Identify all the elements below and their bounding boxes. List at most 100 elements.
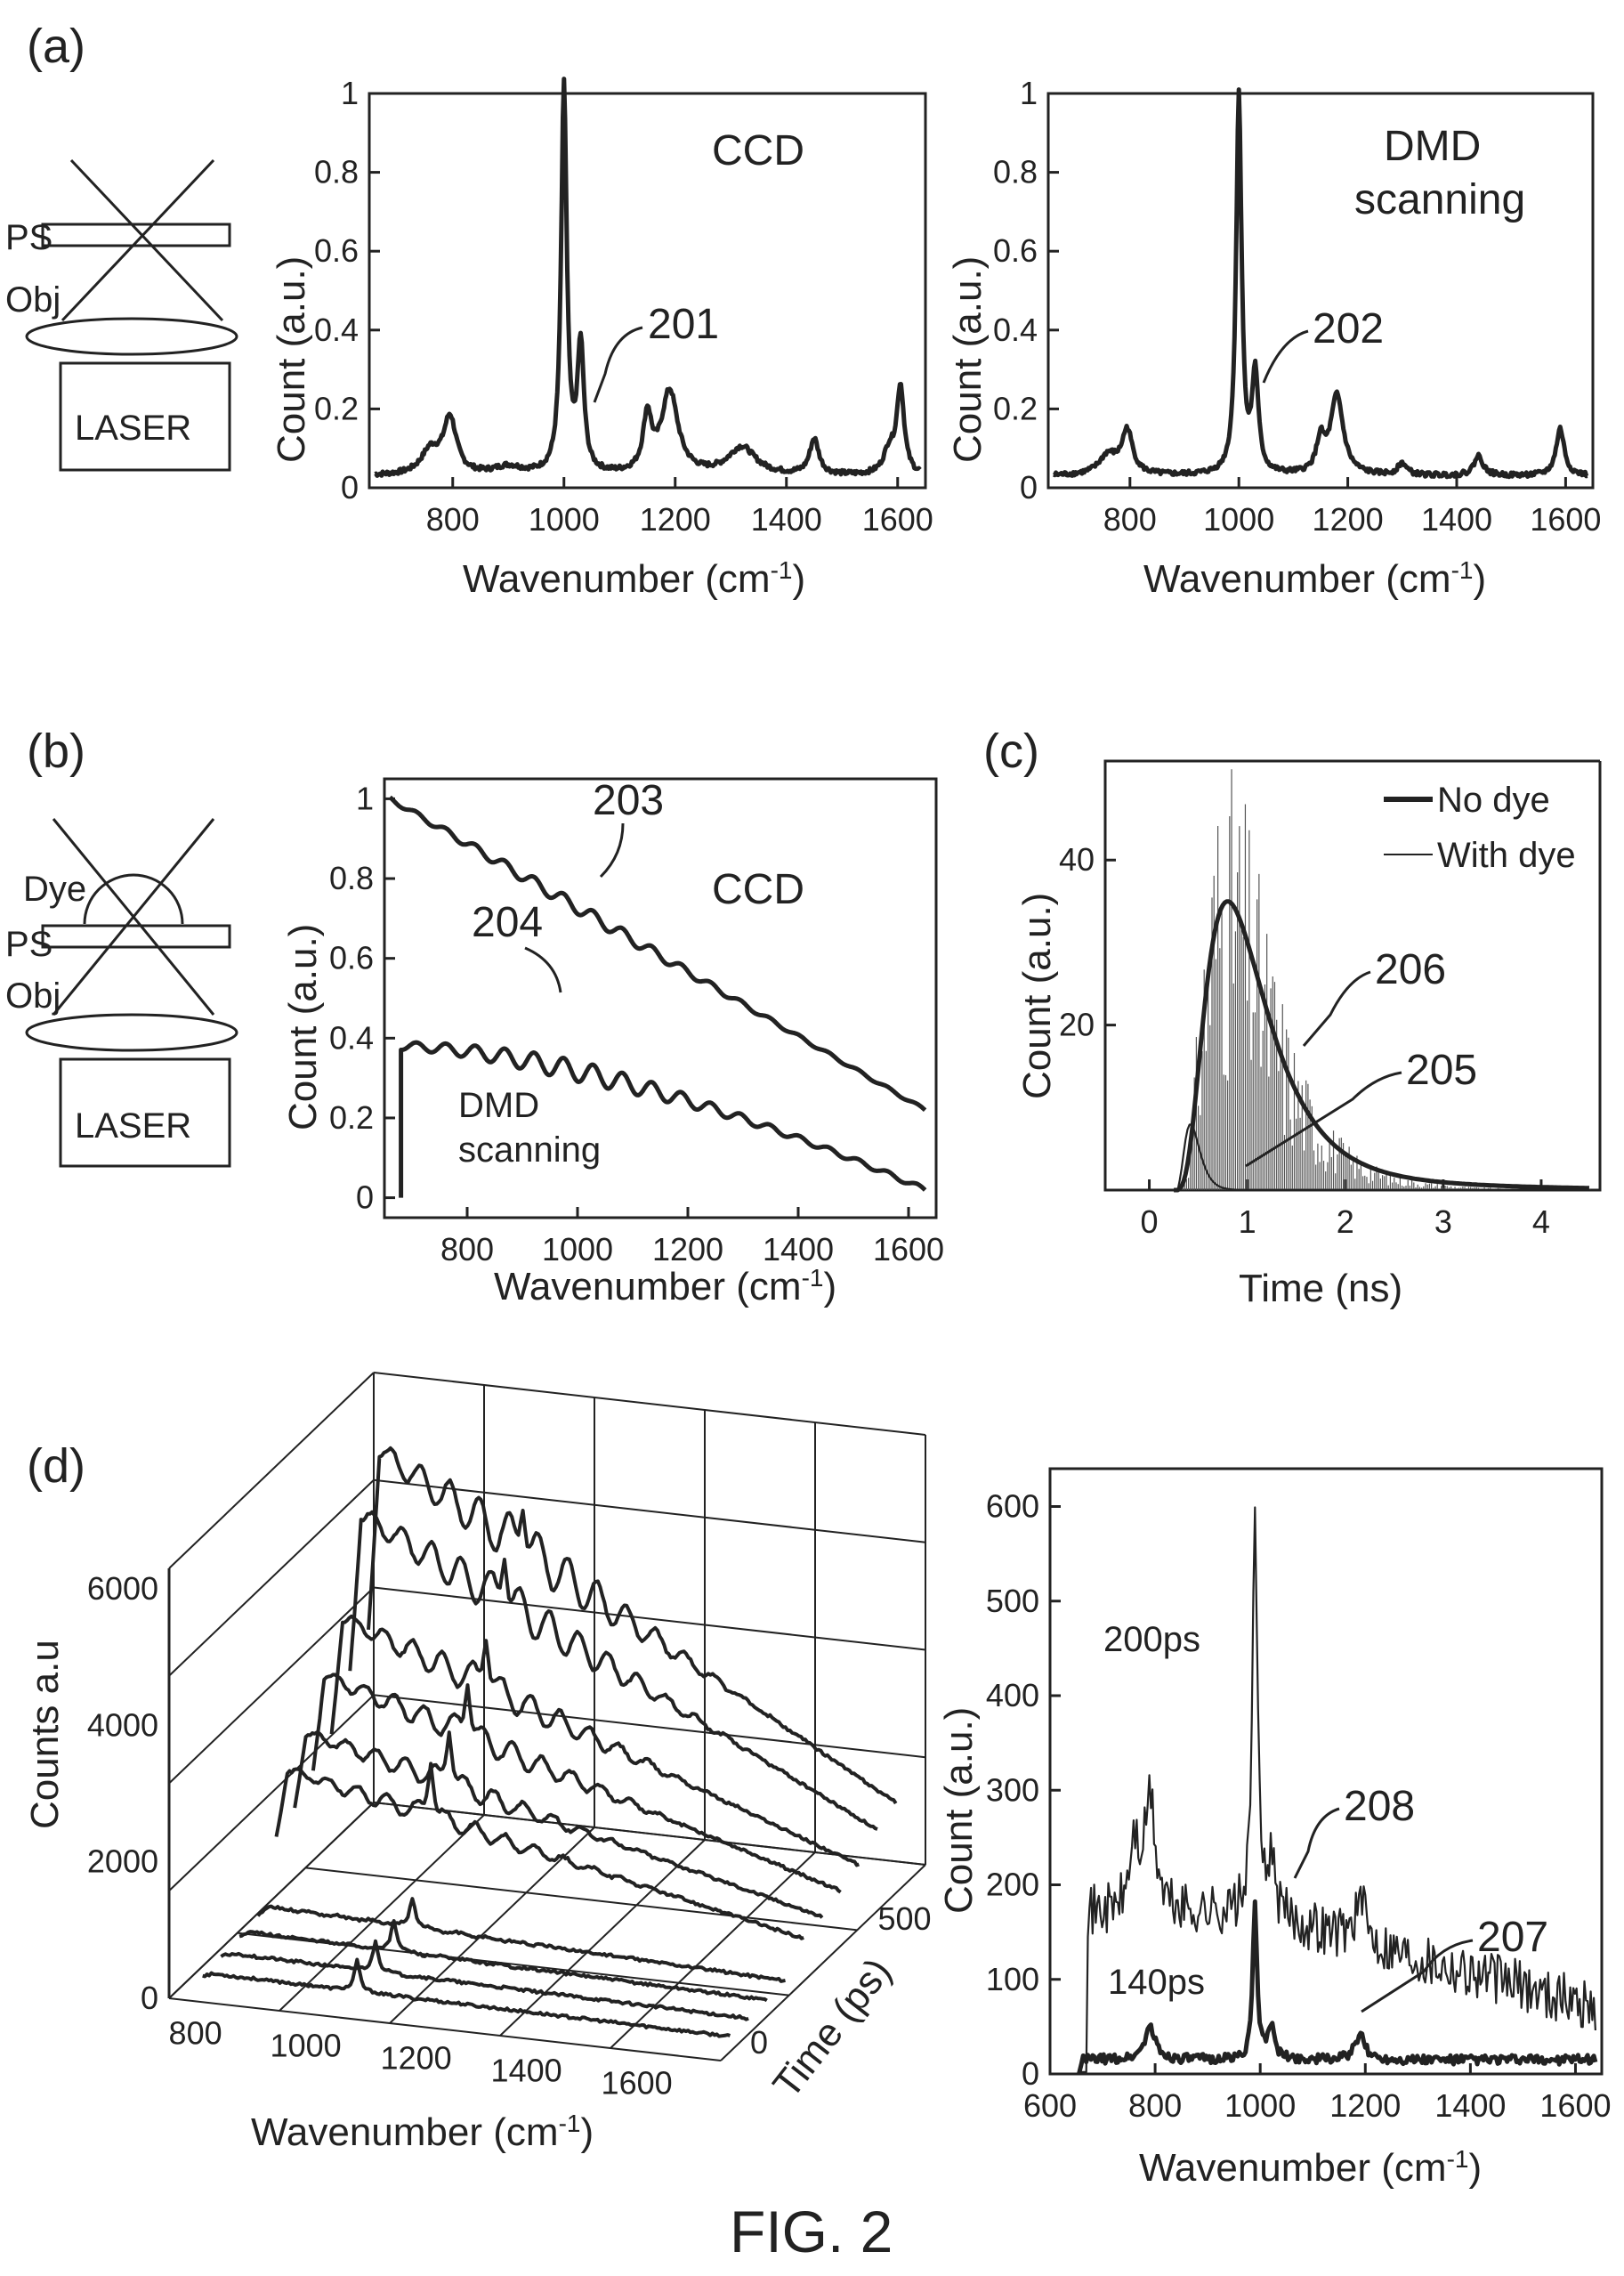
d1-ytick-label: 4000 <box>87 1706 158 1743</box>
a1-xtick-label: 1400 <box>751 501 822 538</box>
b-ytick-label: 0.4 <box>329 1019 374 1056</box>
d2-plot-frame <box>1048 1467 1604 2076</box>
a1-ytick-label: 0.6 <box>314 232 359 269</box>
chart-d2-series-200ps <box>1078 1506 1596 2075</box>
chart-c-series-with-dye <box>1173 899 1590 1193</box>
panel-label-d: (d) <box>27 1439 85 1493</box>
chart-d1: 0 2000 4000 6000 800 1000 1200 1400 1600 0 500 Wav… <box>23 1372 932 2154</box>
schematic-b: Dye PS Obj LASER <box>5 818 238 1168</box>
chart-d1-zlabel: Time (ps) <box>764 1950 900 2106</box>
chart-a1-inset-text: CCD <box>712 127 804 174</box>
b-ytick-label: 0.2 <box>329 1099 374 1136</box>
chart-a2-axes: 800 1000 1200 1400 1600 0 0.2 0.4 0.6 0.8 1 <box>993 75 1601 538</box>
waterfall-spectrum <box>220 1939 749 2021</box>
chart-b-series-ccd <box>388 795 927 1113</box>
chart-c-leader-205 <box>1245 1071 1402 1168</box>
back-wall-gridline <box>373 1586 926 1651</box>
c-xtick-label: 2 <box>1337 1203 1354 1240</box>
schematic-a-label-ps: PS <box>5 218 53 257</box>
d1-xtick-label: 1600 <box>602 2065 673 2102</box>
chart-a2-xlabel: Wavenumber (cm-1) <box>1143 556 1486 602</box>
chart-d1-ylabel: Counts a.u <box>23 1640 67 1829</box>
d2-xtick-label: 800 <box>1128 2087 1182 2124</box>
b-xtick-label: 1400 <box>763 1231 834 1268</box>
schematic-b-label-obj: Obj <box>5 976 61 1016</box>
c-xtick-label: 3 <box>1434 1203 1452 1240</box>
d2-ytick-label: 400 <box>986 1677 1039 1713</box>
chart-d2-leader-207 <box>1361 1939 1474 2013</box>
a1-ytick-label: 0.8 <box>314 154 359 190</box>
a2-ytick-label: 0.8 <box>993 154 1038 190</box>
floor-gridline <box>720 1864 926 2061</box>
chart-a1-leader <box>593 326 643 403</box>
d2-ytick-label: 600 <box>986 1488 1039 1525</box>
d2-xtick-label: 1600 <box>1539 2087 1611 2124</box>
chart-a1: 800 1000 1200 1400 1600 0 0.2 0.4 0.6 0.8 1 CCD 20… <box>270 75 933 601</box>
d2-xtick-label: 1200 <box>1329 2087 1401 2124</box>
chart-c-annotation-205: 205 <box>1406 1047 1477 1094</box>
a2-xtick-label: 1000 <box>1203 501 1274 538</box>
side-wall-gridline <box>168 1694 375 1891</box>
b-xtick-label: 800 <box>440 1231 494 1268</box>
dye-droplet <box>83 873 184 925</box>
waterfall-spectrum <box>367 1446 898 1805</box>
chart-b-axes: 800 1000 1200 1400 1600 0 0.2 0.4 0.6 0.8 1 <box>329 777 944 1268</box>
d1-ztick-label: 0 <box>750 2024 768 2061</box>
ps-substrate <box>41 924 231 949</box>
d1-xtick-label: 1000 <box>271 2028 342 2064</box>
chart-c-legend: No dye With dye <box>1384 781 1576 875</box>
chart-b-series-label-line1: DMD <box>458 1086 539 1125</box>
d2-ytick-label: 100 <box>986 1961 1039 1997</box>
back-wall-gridline <box>373 1478 926 1543</box>
a2-xtick-label: 800 <box>1103 501 1157 538</box>
chart-b-ylabel: Count (a.u.) <box>281 924 325 1130</box>
b-ytick-label: 0.6 <box>329 940 374 976</box>
floor-gridline <box>168 1997 722 2061</box>
a1-xtick-label: 800 <box>426 501 480 538</box>
a1-ytick-label: 0 <box>341 469 359 506</box>
chart-c-axes: 0 1 2 3 4 20 40 <box>1059 759 1602 1240</box>
a1-ytick-label: 0.2 <box>314 390 359 426</box>
schematic-b-label-ps: PS <box>5 925 53 964</box>
chart-a2-annotation-202: 202 <box>1313 305 1384 352</box>
panel-label-a: (a) <box>27 20 85 73</box>
chart-b: 800 1000 1200 1400 1600 0 0.2 0.4 0.6 0.8 1 CCD 20… <box>281 777 944 1308</box>
floor-gridline <box>305 1867 858 1932</box>
schematic-a-label-obj: Obj <box>5 280 61 320</box>
chart-a2-inset-text-line1: DMD <box>1384 123 1481 170</box>
a1-plot-frame <box>368 92 927 490</box>
side-wall-gridline <box>168 1372 375 1569</box>
objective-lens <box>25 1013 238 1052</box>
chart-a2-leader <box>1262 329 1309 384</box>
waterfall-spectrum <box>238 1919 768 2003</box>
d2-xtick-label: 1000 <box>1224 2087 1296 2124</box>
d2-ytick-label: 0 <box>1022 2055 1039 2092</box>
a1-xtick-label: 1000 <box>529 501 600 538</box>
chart-b-series-label-line2: scanning <box>458 1130 601 1170</box>
schematic-a-label-laser: LASER <box>75 409 191 448</box>
a2-ytick-label: 0 <box>1020 469 1038 506</box>
a1-ytick-label: 0.4 <box>314 312 359 348</box>
chart-b-xlabel: Wavenumber (cm-1) <box>494 1264 836 1309</box>
d1-ztick-label: 500 <box>878 1900 932 1937</box>
a1-xtick-label: 1200 <box>640 501 711 538</box>
d2-ytick-label: 500 <box>986 1583 1039 1619</box>
floor-gridline <box>610 1851 816 2049</box>
chart-c-ylabel: Count (a.u.) <box>1015 893 1059 1099</box>
chart-b-leader-204 <box>524 946 562 993</box>
a2-xtick-label: 1200 <box>1313 501 1384 538</box>
b-xtick-label: 1200 <box>652 1231 723 1268</box>
b-ytick-label: 0.8 <box>329 860 374 896</box>
chart-a1-annotation-201: 201 <box>648 301 719 348</box>
d2-ytick-label: 200 <box>986 1867 1039 1903</box>
a2-ytick-label: 0.4 <box>993 312 1038 348</box>
a2-ytick-label: 0.6 <box>993 232 1038 269</box>
floor-gridline <box>168 1802 375 1999</box>
c-ytick-label: 20 <box>1059 1007 1095 1043</box>
a1-xtick-label: 1600 <box>862 501 933 538</box>
chart-a2-series-line <box>1052 87 1589 480</box>
chart-d2-axes: 600 800 1000 1200 1400 1600 0 100 200 300 400 500 60… <box>986 1467 1612 2124</box>
d1-xtick-label: 800 <box>169 2015 222 2052</box>
waterfall-spectrum <box>329 1614 860 1867</box>
